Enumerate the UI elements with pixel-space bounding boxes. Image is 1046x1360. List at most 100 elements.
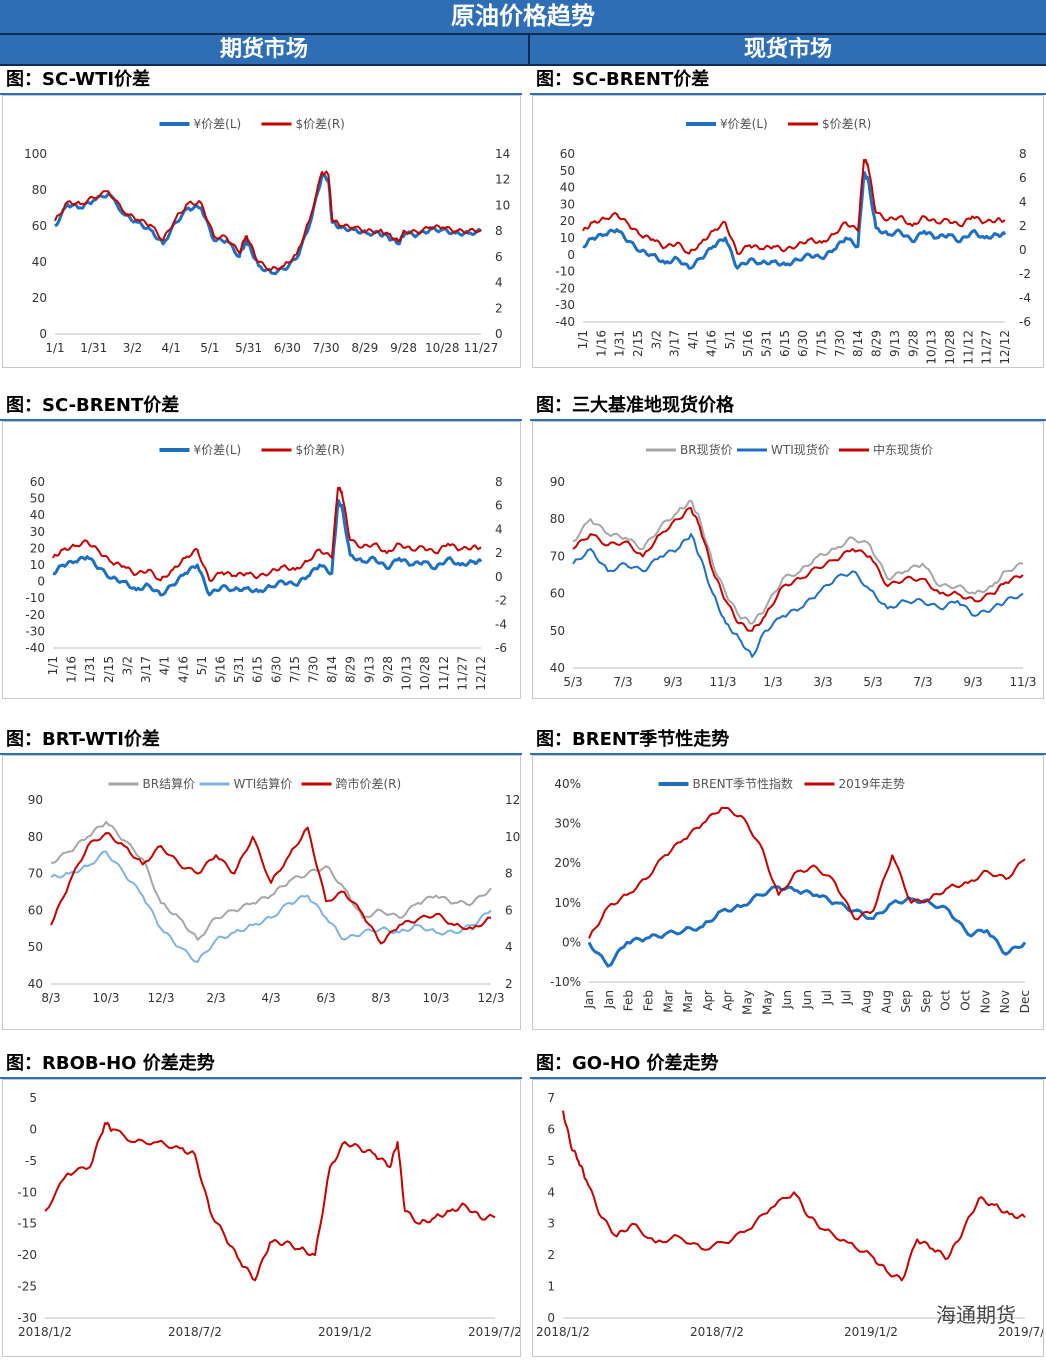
x-tick-label: 9/28 bbox=[906, 330, 920, 357]
x-tick-label: 10/28 bbox=[943, 330, 957, 365]
y-tick-label-left: -25 bbox=[17, 1280, 37, 1294]
x-tick-label: 2018/1/2 bbox=[18, 1325, 72, 1339]
y-tick-label-left: 20 bbox=[32, 291, 47, 305]
y-tick-label-left: -40 bbox=[25, 641, 45, 655]
y-tick-label-right: 6 bbox=[1019, 171, 1027, 185]
y-tick-label-left: 5 bbox=[547, 1154, 555, 1168]
x-tick-label: 6/3 bbox=[316, 991, 335, 1005]
series-line-1 bbox=[52, 499, 483, 597]
y-tick-label-left: 50 bbox=[28, 940, 43, 954]
x-tick-label: 9/28 bbox=[381, 656, 395, 683]
chart-sc-brent-spread-right: -40 -30 -20 -10 0 10 20 30 40 50 60 -6 -4 -2 0 2 4 6 8 1/1 1… bbox=[532, 95, 1044, 368]
y-tick-label-right: 6 bbox=[495, 250, 503, 264]
x-tick-label: 4/1 bbox=[158, 656, 172, 675]
y-tick-label-left: 80 bbox=[28, 830, 43, 844]
y-tick-label-left: 40 bbox=[560, 181, 575, 195]
legend-label: BR结算价 bbox=[143, 776, 196, 791]
x-tick-label: 1/1 bbox=[576, 330, 590, 349]
y-tick-label-left: 20 bbox=[560, 214, 575, 228]
y-tick-label-left: 40 bbox=[550, 661, 565, 675]
x-tick-label: Jan bbox=[582, 990, 596, 1010]
y-tick-label-left: 40 bbox=[28, 977, 43, 991]
y-tick-label-right: 2 bbox=[1019, 219, 1027, 233]
x-tick-label: 5/31 bbox=[232, 656, 246, 683]
x-tick-label: Nov bbox=[978, 990, 992, 1013]
y-tick-label-right: 10 bbox=[505, 830, 520, 844]
y-tick-label-left: 90 bbox=[550, 475, 565, 489]
x-tick-label: 4/1 bbox=[686, 330, 700, 349]
y-tick-label-right: 4 bbox=[505, 940, 513, 954]
chart-svg: 0 20 40 60 80 100 0 2 4 6 8 10 12 14 1/1 1/31 3/2 4/1 5/1 5… bbox=[24, 117, 510, 355]
x-tick-label: Dec bbox=[1018, 990, 1032, 1013]
y-tick-label-left: 70 bbox=[28, 867, 43, 881]
x-tick-label: 4/3 bbox=[261, 991, 280, 1005]
x-tick-label: 11/27 bbox=[980, 330, 994, 365]
y-tick-label-left: 0 bbox=[37, 575, 45, 589]
x-tick-label: 2018/1/2 bbox=[536, 1325, 590, 1339]
series-line-1 bbox=[54, 173, 483, 276]
x-tick-label: 3/17 bbox=[139, 656, 153, 683]
x-tick-label: 2019/1/2 bbox=[844, 1325, 898, 1339]
y-tick-label-right: 8 bbox=[495, 224, 503, 238]
x-tick-label: 1/1 bbox=[46, 656, 60, 675]
x-tick-label: 3/17 bbox=[668, 330, 682, 357]
x-tick-label: 9/3 bbox=[963, 675, 982, 689]
x-tick-label: 11/27 bbox=[455, 656, 469, 691]
x-tick-label: 12/3 bbox=[148, 991, 175, 1005]
y-tick-label-right: 2 bbox=[505, 977, 513, 991]
y-tick-label-right: 8 bbox=[505, 867, 513, 881]
panel-title-brent-seasonal: 图：BRENT季节性走势 bbox=[530, 728, 1046, 755]
y-tick-label-right: -4 bbox=[495, 617, 507, 631]
y-tick-label-right: 6 bbox=[495, 499, 503, 513]
legend-label: $价差(R) bbox=[822, 117, 871, 131]
x-tick-label: Feb bbox=[641, 990, 655, 1011]
y-tick-label-right: 4 bbox=[495, 522, 503, 536]
series-line-3 bbox=[572, 507, 1024, 632]
y-tick-label-right: 0 bbox=[495, 570, 503, 584]
chart-svg: 40 50 60 70 80 90 2 4 6 8 10 12 8/3 10/3 12/3 2/3 4/3 6/3… bbox=[28, 776, 520, 1005]
x-tick-label: 8/3 bbox=[41, 991, 60, 1005]
x-tick-label: 8/14 bbox=[325, 656, 339, 683]
y-tick-label-left: 40% bbox=[554, 777, 581, 791]
y-tick-label-left: 6 bbox=[547, 1122, 555, 1136]
y-tick-label-left: 0% bbox=[562, 935, 581, 949]
y-tick-label-right: 14 bbox=[495, 147, 510, 161]
chart-go-ho-spread: 0 1 2 3 4 5 6 7 2018/1/2 2018/7/2 2019/1/2 2019/7/2 bbox=[532, 1079, 1044, 1357]
x-tick-label: 10/13 bbox=[925, 330, 939, 365]
legend-label: 跨市价差(R) bbox=[336, 776, 402, 791]
x-tick-label: 1/31 bbox=[80, 341, 107, 355]
y-tick-label-left: 70 bbox=[550, 549, 565, 563]
x-tick-label: 10/3 bbox=[423, 991, 450, 1005]
x-tick-label: 4/1 bbox=[162, 341, 181, 355]
series-line-1 bbox=[44, 1121, 496, 1282]
y-tick-label-left: 50 bbox=[550, 624, 565, 638]
y-tick-label-left: 0 bbox=[29, 1122, 37, 1136]
y-tick-label-left: 20% bbox=[554, 856, 581, 870]
x-tick-label: 5/16 bbox=[741, 330, 755, 357]
legend-label: $价差(R) bbox=[296, 117, 345, 131]
x-tick-label: 11/3 bbox=[1010, 675, 1037, 689]
y-tick-label-left: 1 bbox=[547, 1280, 555, 1294]
y-tick-label-right: 4 bbox=[1019, 195, 1027, 209]
x-tick-label: Feb bbox=[622, 990, 636, 1011]
x-tick-label: Jul bbox=[820, 990, 834, 1005]
x-tick-label: 2/15 bbox=[102, 656, 116, 683]
y-tick-label-right: 4 bbox=[495, 276, 503, 290]
series-line-1 bbox=[572, 499, 1024, 625]
y-tick-label-right: 6 bbox=[505, 903, 513, 917]
y-tick-label-left: 0 bbox=[547, 1311, 555, 1325]
x-tick-label: 6/15 bbox=[778, 330, 792, 357]
y-tick-label-left: 50 bbox=[30, 492, 45, 506]
x-tick-label: 9/3 bbox=[663, 675, 682, 689]
x-tick-label: 10/13 bbox=[400, 656, 414, 691]
x-tick-label: 6/30 bbox=[796, 330, 810, 357]
y-tick-label-left: 0 bbox=[567, 248, 575, 262]
x-tick-label: 7/15 bbox=[288, 656, 302, 683]
x-tick-label: Mar bbox=[661, 990, 675, 1013]
y-tick-label-left: -30 bbox=[25, 624, 45, 638]
series-line-2 bbox=[588, 806, 1026, 939]
panel-title-sc-brent-left: 图：SC-BRENT价差 bbox=[0, 394, 522, 421]
y-tick-label-left: -15 bbox=[17, 1217, 37, 1231]
